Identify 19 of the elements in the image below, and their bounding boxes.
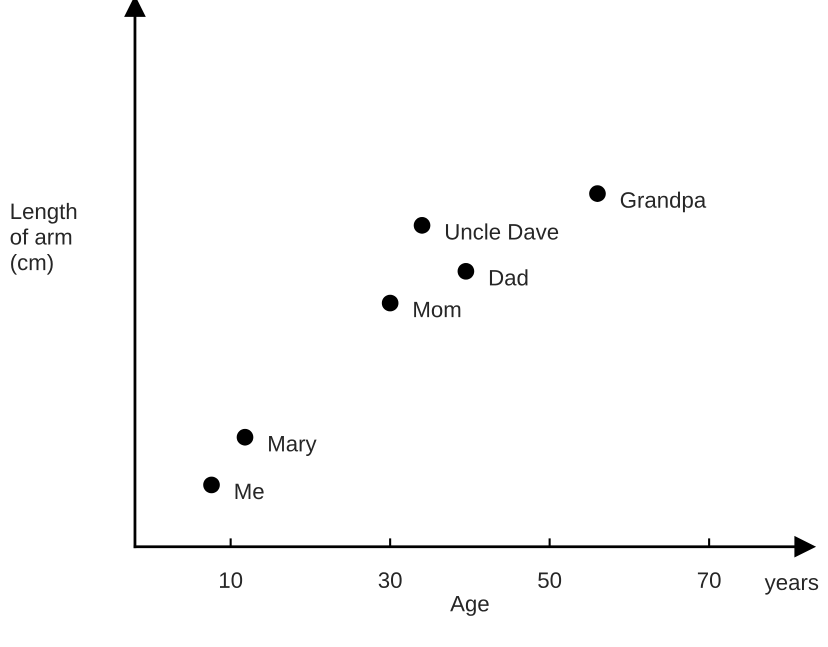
annotation: Me <box>236 484 264 500</box>
point <box>589 185 606 202</box>
x-tick-label: 70 <box>698 572 721 588</box>
x-tick-label: 30 <box>378 572 402 588</box>
annotation: Grandpa <box>620 192 706 212</box>
text: years <box>764 578 818 595</box>
x-axis-title: Age <box>450 596 489 616</box>
annotation: Dad <box>490 269 528 286</box>
y-axis-title: Length of arm (cm) <box>10 202 76 275</box>
annotation: Mary <box>269 436 317 456</box>
point <box>414 217 430 234</box>
point <box>236 428 254 446</box>
point <box>203 476 220 494</box>
x-tick-label: 50 <box>538 572 562 588</box>
annotation: Uncle Dave <box>446 223 558 240</box>
point <box>382 294 398 312</box>
point <box>458 262 474 280</box>
annotation: Mom <box>414 302 460 318</box>
x-tick-label: 10 <box>220 572 242 588</box>
